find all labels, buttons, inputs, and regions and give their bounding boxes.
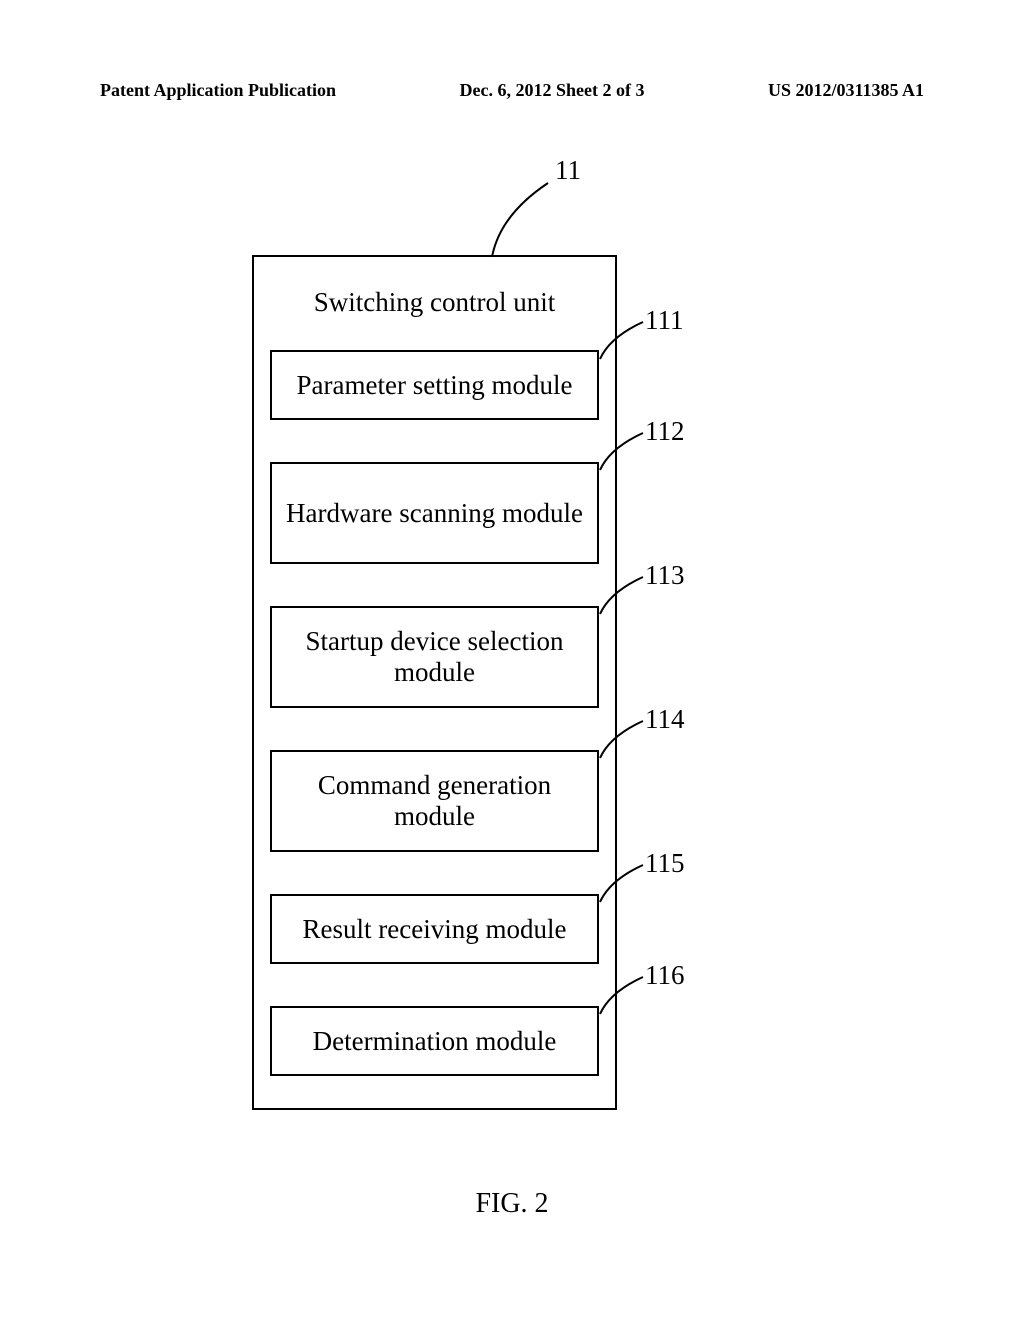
figure-caption: FIG. 2 [475, 1188, 548, 1220]
module-box: Startup device selection module [270, 606, 599, 708]
module-label: Hardware scanning module [286, 498, 583, 529]
module-label: Determination module [313, 1026, 557, 1057]
leader-curve-114 [598, 716, 648, 761]
diagram-title: Switching control unit [314, 287, 555, 318]
module-box: Parameter setting module [270, 350, 599, 420]
module-box: Result receiving module [270, 894, 599, 964]
ref-label-113: 113 [645, 560, 685, 591]
leader-curve-116 [598, 972, 648, 1017]
leader-curve-113 [598, 572, 648, 617]
ref-label-112: 112 [645, 416, 685, 447]
module-label: Command generation module [282, 770, 587, 832]
module-label: Startup device selection module [282, 626, 587, 688]
module-box: Command generation module [270, 750, 599, 852]
module-label: Parameter setting module [297, 370, 573, 401]
module-label: Result receiving module [303, 914, 567, 945]
ref-label-115: 115 [645, 848, 685, 879]
module-box: Determination module [270, 1006, 599, 1076]
ref-label-main: 11 [555, 155, 581, 186]
page-header: Patent Application Publication Dec. 6, 2… [0, 80, 1024, 101]
leader-curve-115 [598, 860, 648, 905]
ref-label-111: 111 [645, 305, 684, 336]
header-right-text: US 2012/0311385 A1 [768, 80, 924, 101]
leader-curve-112 [598, 428, 648, 473]
leader-curve-main [490, 175, 560, 260]
leader-curve-111 [598, 317, 648, 362]
ref-label-114: 114 [645, 704, 685, 735]
ref-label-116: 116 [645, 960, 685, 991]
header-center-text: Dec. 6, 2012 Sheet 2 of 3 [460, 80, 645, 101]
header-left-text: Patent Application Publication [100, 80, 336, 101]
module-box: Hardware scanning module [270, 462, 599, 564]
